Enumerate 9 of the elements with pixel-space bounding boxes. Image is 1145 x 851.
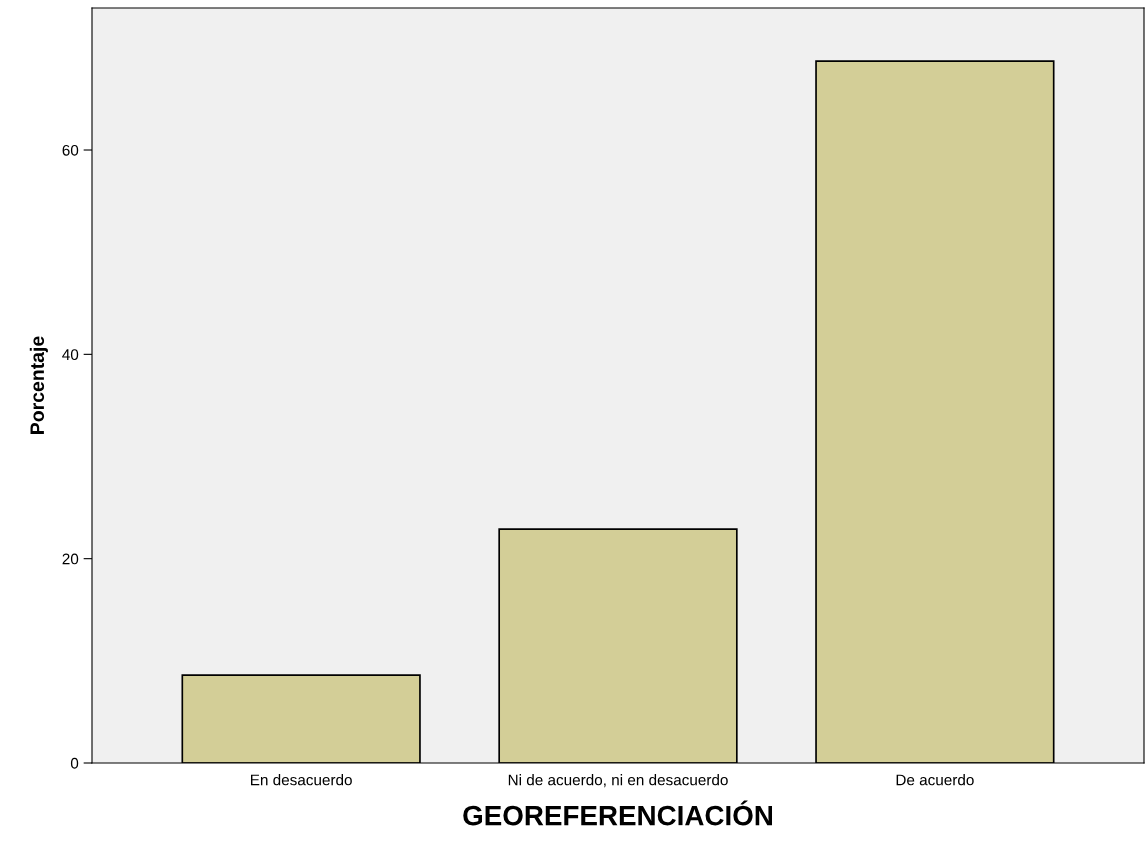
y-tick-label: 0 xyxy=(70,757,79,769)
y-tick-label: 60 xyxy=(62,144,79,156)
y-axis-title: Porcentaje xyxy=(29,336,48,434)
x-tick-label: En desacuerdo xyxy=(251,774,352,786)
x-tick-label: Ni de acuerdo, ni en desacuerdo xyxy=(508,774,728,788)
y-tick-label: 20 xyxy=(62,553,79,565)
x-axis-title: GEOREFERENCIACIÓN xyxy=(463,800,772,826)
x-tick-label: De acuerdo xyxy=(896,774,974,786)
y-tick-label: 40 xyxy=(62,349,79,361)
